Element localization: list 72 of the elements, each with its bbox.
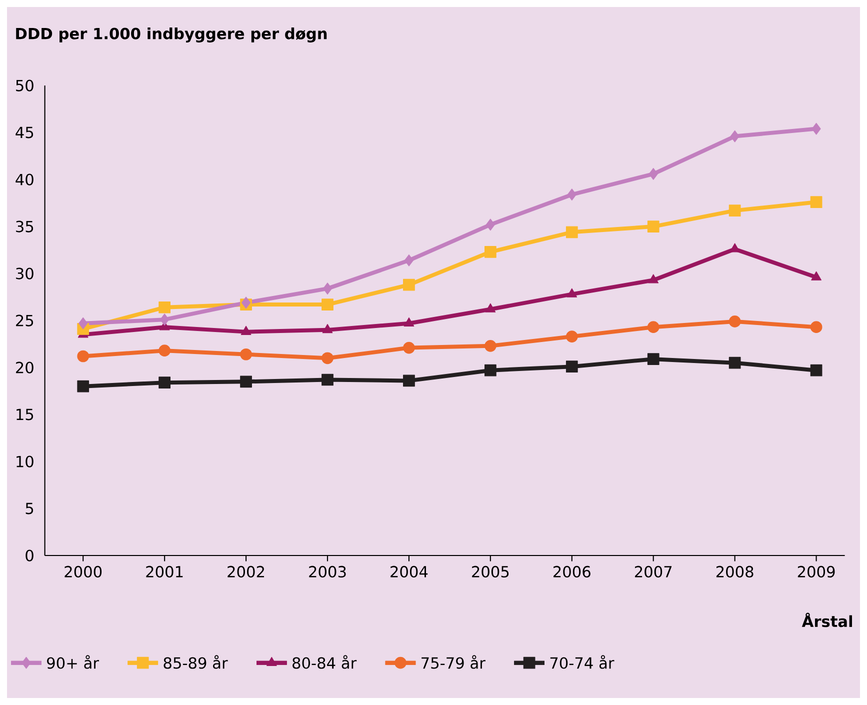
y-tick-label: 15 bbox=[16, 408, 34, 420]
x-tick-label: 2002 bbox=[228, 566, 264, 578]
x-tick-label: 2000 bbox=[64, 566, 102, 578]
point bbox=[648, 274, 659, 284]
point bbox=[322, 282, 332, 295]
legend-label: 90+ år bbox=[47, 655, 99, 669]
point bbox=[810, 321, 822, 334]
point bbox=[403, 374, 415, 387]
point bbox=[728, 356, 741, 369]
point bbox=[567, 188, 576, 201]
point bbox=[78, 317, 88, 330]
point bbox=[730, 130, 740, 142]
point bbox=[484, 246, 496, 258]
point bbox=[404, 317, 414, 326]
point bbox=[647, 321, 660, 334]
x-tick-label: 2008 bbox=[716, 566, 754, 578]
x-tick-label: 2004 bbox=[390, 566, 428, 578]
y-tick-label: 5 bbox=[26, 502, 34, 514]
x-tick-label: 2005 bbox=[472, 566, 509, 578]
point bbox=[811, 271, 822, 280]
y-tick-label: 40 bbox=[16, 174, 34, 186]
point bbox=[810, 364, 822, 376]
legend-label: 70-74 år bbox=[550, 655, 614, 669]
point bbox=[566, 360, 578, 373]
point bbox=[810, 196, 822, 208]
point bbox=[728, 204, 741, 216]
point bbox=[77, 380, 90, 392]
point bbox=[158, 344, 170, 357]
point bbox=[647, 220, 660, 232]
legend-label: 80-84 år bbox=[292, 655, 357, 669]
point bbox=[403, 342, 415, 354]
point bbox=[485, 303, 496, 312]
y-tick-label: 10 bbox=[16, 456, 34, 468]
point bbox=[486, 218, 495, 231]
y-axis-title: DDD per 1.000 indbyggere per døgn bbox=[16, 28, 327, 42]
point bbox=[648, 168, 658, 180]
point bbox=[322, 324, 333, 334]
point bbox=[322, 298, 334, 310]
point bbox=[728, 316, 741, 328]
x-tick-label: 2006 bbox=[554, 566, 590, 578]
point bbox=[240, 376, 252, 388]
point bbox=[566, 288, 578, 298]
point bbox=[484, 340, 496, 352]
point bbox=[484, 364, 496, 376]
point bbox=[240, 348, 252, 360]
y-tick-label: 25 bbox=[16, 314, 34, 326]
x-tick-label: 2009 bbox=[798, 566, 835, 578]
point bbox=[403, 278, 415, 291]
point bbox=[647, 353, 660, 366]
point bbox=[566, 330, 578, 342]
point bbox=[158, 301, 170, 314]
y-tick-label: 45 bbox=[16, 126, 34, 138]
y-tick-label: 50 bbox=[16, 80, 34, 92]
legend-label: 75-79 år bbox=[422, 655, 486, 669]
x-axis-title: Årstal bbox=[802, 612, 852, 628]
y-tick-label: 20 bbox=[16, 362, 34, 374]
point bbox=[158, 376, 170, 389]
x-tick-label: 2001 bbox=[146, 566, 183, 578]
y-tick-label: 30 bbox=[16, 268, 34, 280]
point bbox=[160, 314, 170, 326]
point bbox=[566, 226, 578, 238]
point bbox=[322, 352, 334, 364]
legend-label: 85-89 år bbox=[164, 655, 228, 669]
point bbox=[404, 254, 414, 266]
y-tick-label: 35 bbox=[16, 220, 34, 232]
point bbox=[322, 374, 334, 386]
point bbox=[77, 350, 90, 362]
point bbox=[240, 326, 252, 335]
x-tick-label: 2007 bbox=[634, 566, 672, 578]
y-tick-label: 0 bbox=[26, 550, 34, 562]
x-tick-label: 2003 bbox=[309, 566, 346, 578]
point bbox=[812, 122, 821, 135]
